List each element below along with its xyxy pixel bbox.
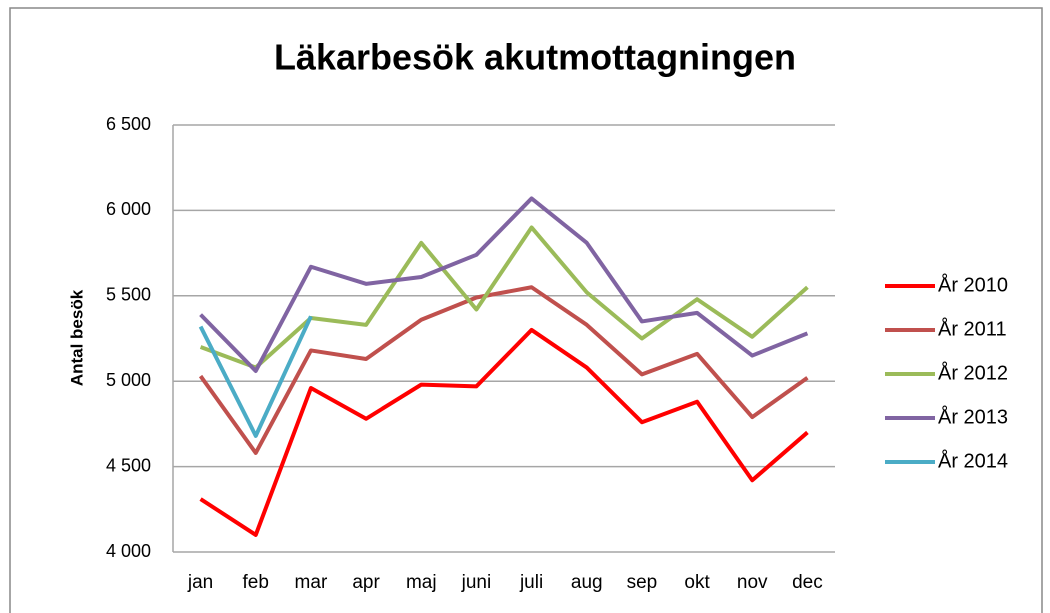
chart-title: Läkarbesök akutmottagningen	[274, 37, 796, 78]
legend-label: År 2012	[938, 361, 1008, 384]
legend-label: År 2011	[938, 317, 1007, 340]
x-tick-label: apr	[352, 572, 380, 593]
y-tick-label: 4 000	[106, 541, 151, 561]
x-tick-label: juni	[461, 572, 492, 593]
series-line	[199, 196, 809, 373]
y-tick-label: 6 500	[106, 114, 151, 134]
legend-label: År 2013	[938, 405, 1008, 428]
x-tick-label: jan	[187, 572, 213, 593]
x-tick-label: nov	[737, 572, 768, 593]
y-tick-label: 5 000	[106, 370, 151, 390]
x-tick-label: mar	[295, 572, 328, 593]
x-tick-label: maj	[406, 572, 437, 593]
x-tick-label: juli	[519, 572, 543, 593]
x-tick-label: feb	[243, 572, 269, 593]
x-tick-label: sep	[627, 572, 658, 593]
series-line	[199, 225, 809, 370]
legend-label: År 2014	[938, 449, 1008, 472]
y-tick-label: 6 000	[106, 199, 151, 219]
chart-frame	[9, 7, 1043, 613]
y-tick-label: 4 500	[106, 455, 151, 475]
legend-label: År 2010	[938, 273, 1008, 296]
series-line	[199, 327, 809, 537]
series-line	[198, 285, 809, 455]
series-line	[198, 315, 313, 438]
x-tick-label: aug	[571, 572, 603, 593]
x-tick-label: okt	[684, 572, 710, 593]
x-tick-label: dec	[792, 572, 823, 593]
y-axis-label: Antal besök	[67, 289, 86, 386]
y-tick-label: 5 500	[106, 285, 151, 305]
